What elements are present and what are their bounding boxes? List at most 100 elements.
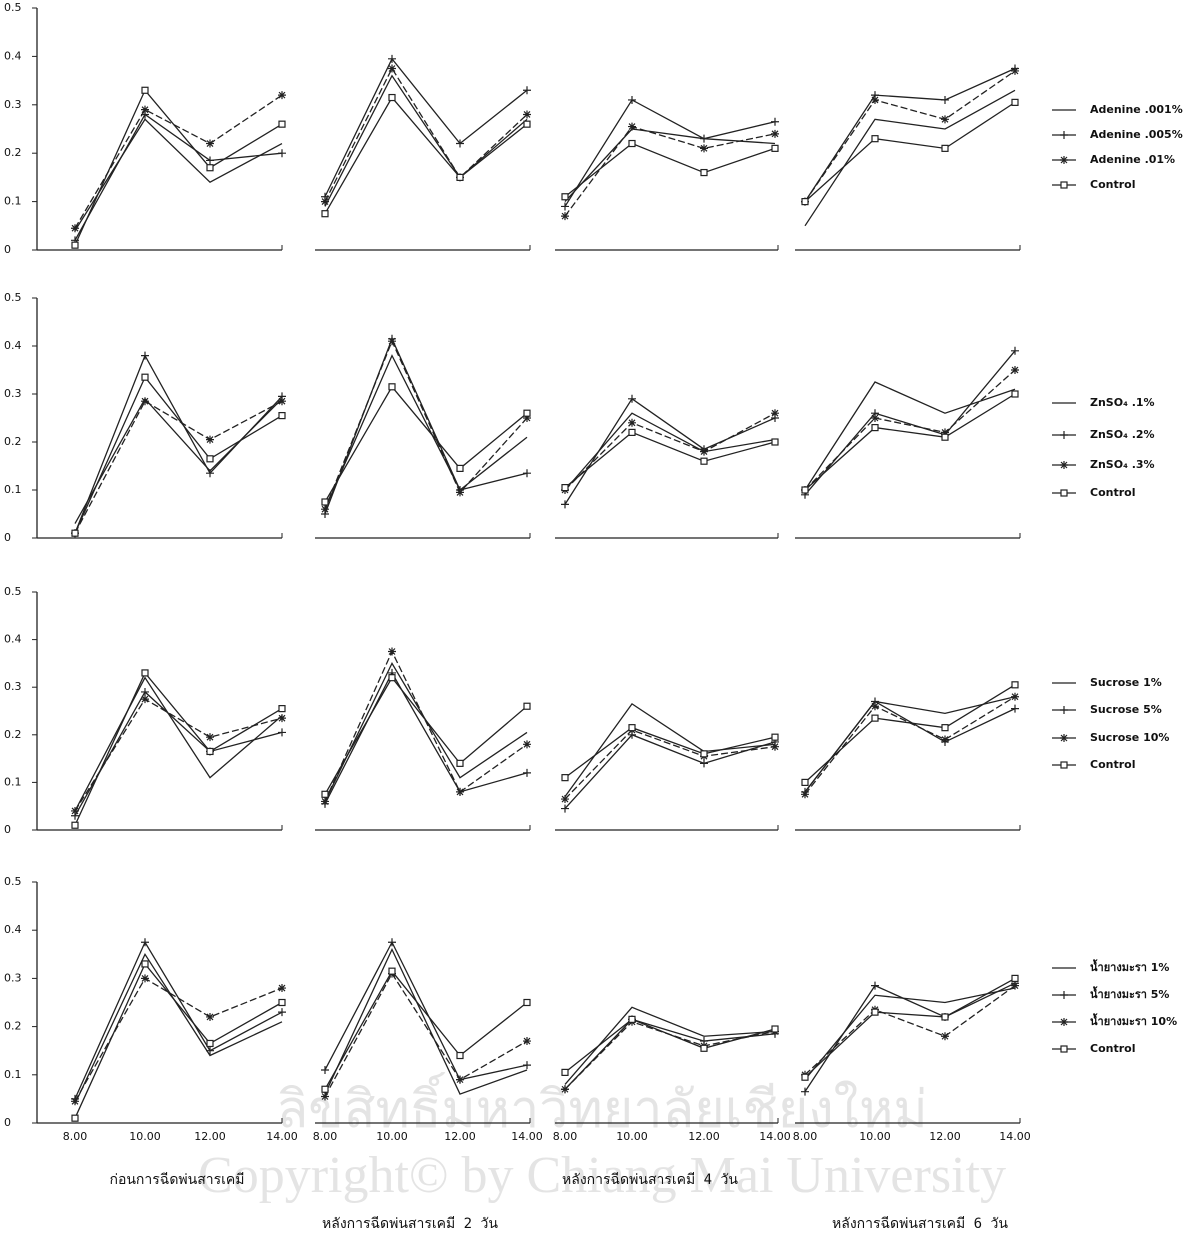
marker [942,145,948,151]
caption: หลังการฉีดพ่นสารเคมี 2 วัน [322,1216,498,1232]
series-line [325,387,527,502]
series-line [75,699,282,811]
marker [772,145,778,151]
marker [629,141,635,147]
marker [279,413,285,419]
marker [278,1008,286,1016]
marker [457,1053,463,1059]
legend-marker [1060,991,1068,999]
legend-label: Control [1090,758,1135,771]
y-tick-label: 0 [4,243,11,256]
series-line [75,90,282,245]
marker [278,714,286,722]
marker [561,1085,569,1093]
marker [278,149,286,157]
marker [772,734,778,740]
legend-label: น้ำยางมะรา 1% [1090,959,1169,974]
x-tick-label: 10.00 [859,1130,891,1143]
marker [456,1076,464,1084]
marker [701,751,707,757]
series-line [325,949,527,1094]
marker [562,485,568,491]
marker [629,429,635,435]
y-tick-label: 0.4 [4,339,22,352]
marker [206,1013,214,1021]
legend-label: Sucrose 10% [1090,731,1169,744]
y-tick-label: 0.5 [4,1,22,14]
legend-label: น้ำยางมะรา 5% [1090,986,1169,1001]
marker [700,448,708,456]
legend-label: Control [1090,486,1135,499]
marker [771,130,779,138]
y-tick-label: 0.3 [4,971,22,984]
marker [628,419,636,427]
marker [700,759,708,767]
y-tick-label: 0.4 [4,49,22,62]
marker [523,740,531,748]
marker [771,409,779,417]
x-tick-label: 14.00 [999,1130,1031,1143]
y-tick-label: 0.5 [4,585,22,598]
marker [456,788,464,796]
y-tick-label: 0.2 [4,728,22,741]
y-tick-label: 0.5 [4,875,22,888]
y-tick-label: 0 [4,531,11,544]
marker [771,743,779,751]
legend-label: Adenine .01% [1090,153,1175,166]
marker [771,118,779,126]
marker [628,123,636,131]
legend-marker [1060,1018,1068,1026]
marker [389,95,395,101]
marker [279,121,285,127]
marker [942,434,948,440]
marker [562,194,568,200]
series-line [325,678,527,795]
marker [207,456,213,462]
y-tick-label: 0.1 [4,775,22,788]
marker [142,670,148,676]
series-line [565,399,775,505]
x-tick-label: 12.00 [929,1130,961,1143]
marker [561,212,569,220]
watermark: ลิขสิทธิ์มหาวิทยาลัยเชียงใหม่ [276,1072,927,1139]
marker [72,822,78,828]
marker [389,675,395,681]
marker [456,488,464,496]
y-tick-label: 0.1 [4,483,22,496]
marker [872,715,878,721]
marker [141,106,149,114]
marker [562,775,568,781]
marker [322,1086,328,1092]
marker [1012,975,1018,981]
series-line [565,129,775,202]
marker [628,395,636,403]
marker [523,769,531,777]
marker [389,968,395,974]
marker [701,458,707,464]
marker [207,748,213,754]
legend-marker [1060,131,1068,139]
series-line [805,697,1015,792]
x-tick-label: 14.00 [266,1130,298,1143]
marker [942,1014,948,1020]
marker [561,202,569,210]
marker [207,165,213,171]
series-line [565,1019,775,1089]
series-line [805,685,1015,783]
marker [802,199,808,205]
marker [700,144,708,152]
legend-label: Adenine .001% [1090,103,1183,116]
series-line [75,356,282,534]
series-line [805,90,1015,226]
marker [941,736,949,744]
marker [523,110,531,118]
marker [322,499,328,505]
marker [1012,99,1018,105]
marker [141,695,149,703]
series-line [325,652,527,802]
marker [71,807,79,815]
marker [1012,682,1018,688]
legend-label: น้ำยางมะรา 10% [1090,1013,1177,1028]
marker [701,170,707,176]
marker [142,374,148,380]
